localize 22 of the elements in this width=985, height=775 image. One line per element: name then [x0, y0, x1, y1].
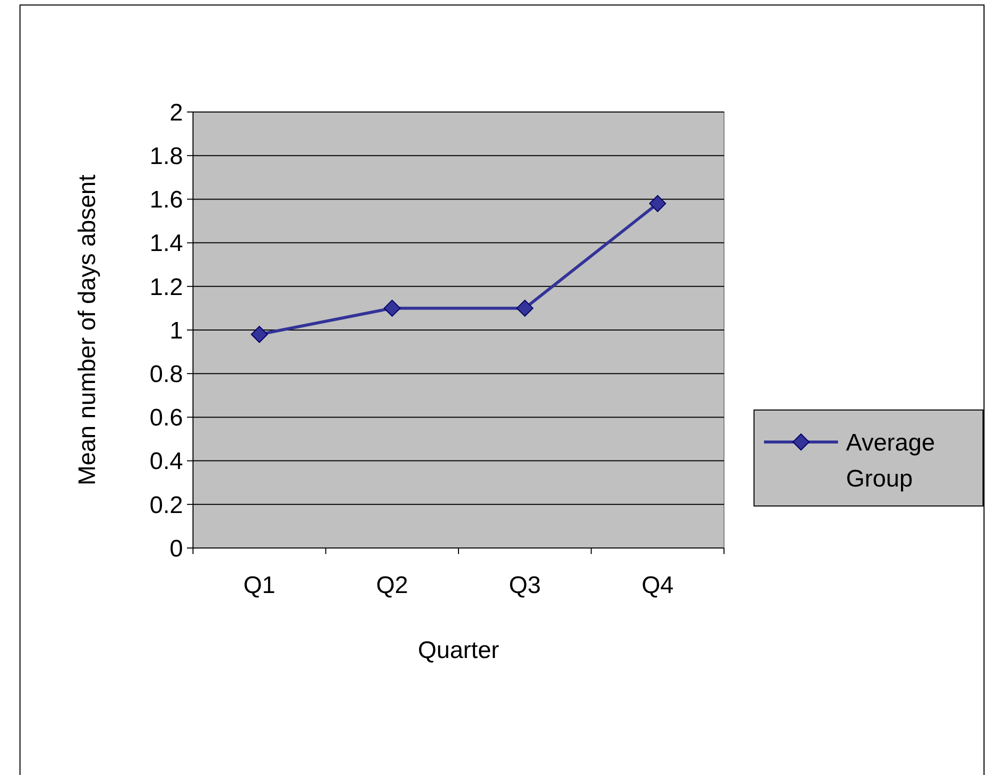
point [384, 300, 401, 317]
legend-label: Average Group [846, 429, 935, 492]
y-tick-label: 2 [170, 99, 183, 126]
y-tick-label: 0.4 [150, 448, 183, 476]
y-tick-label: 1.2 [150, 274, 183, 301]
x-tick-label: Q2 [376, 572, 408, 599]
point [516, 300, 534, 317]
y-tick-label: 0.2 [150, 492, 183, 519]
x-axis-title: Quarter [418, 637, 500, 664]
y-tick-label: 1.4 [150, 230, 183, 258]
x-tick-label: Q3 [508, 572, 541, 599]
x-tick-label: Q1 [243, 572, 276, 599]
y-tick-label: 0.6 [150, 404, 183, 432]
x-tick-label: Q4 [642, 572, 674, 599]
y-tick-label: 1 [170, 317, 183, 344]
y-tick-label: 1.6 [150, 186, 183, 214]
y-axis-title: Mean number of days absent [74, 174, 101, 486]
y-tick-label: 1.8 [150, 143, 183, 170]
point [649, 195, 666, 212]
y-tick-label: 0 [170, 535, 183, 562]
y-tick-label: 0.8 [150, 361, 183, 388]
point [250, 326, 268, 343]
